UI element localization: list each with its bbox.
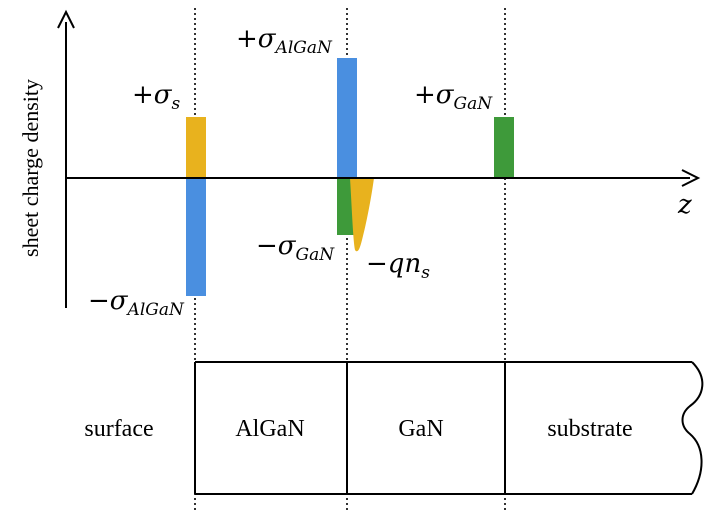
substrate-break-edge — [681, 361, 704, 495]
label-plus-sigma-algan: +σAlGaN — [236, 24, 333, 58]
layer-label-surface: surface — [84, 416, 153, 442]
algan-positive-charge-bar — [337, 58, 357, 178]
layer-label-gan: GaN — [398, 416, 443, 442]
layer-stack — [194, 361, 704, 495]
label-minus-sigma-gan: −σGaN — [256, 231, 335, 265]
algan-negative-charge-bar — [186, 178, 206, 296]
gan-positive-charge-bar — [494, 117, 514, 178]
axes — [57, 9, 701, 308]
surface-positive-charge-bar — [186, 117, 206, 178]
label-minus-qns: −qns — [366, 249, 430, 283]
layer-label-substrate: substrate — [547, 416, 632, 442]
layer-label-algan: AlGaN — [235, 416, 304, 442]
y-axis-arrowhead — [57, 9, 75, 29]
y-axis-label: sheet charge density — [18, 79, 43, 257]
x-axis-arrowhead — [681, 169, 701, 187]
label-plus-sigma-s: +σs — [132, 80, 181, 114]
x-axis-label: z — [677, 190, 692, 220]
label-minus-sigma-algan: −σAlGaN — [88, 286, 185, 320]
label-plus-sigma-gan: +σGaN — [414, 80, 493, 114]
electron-charge-shape — [350, 178, 374, 252]
